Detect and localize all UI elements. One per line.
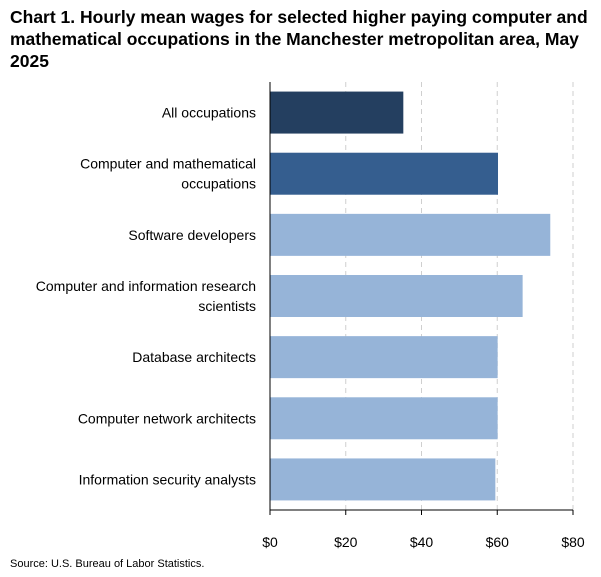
bar-1 bbox=[270, 152, 499, 195]
category-label-3-line-1: scientists bbox=[198, 298, 256, 314]
bar-3 bbox=[270, 275, 523, 317]
chart-title: Chart 1. Hourly mean wages for selected … bbox=[10, 7, 588, 71]
category-label-1-line-0: Computer and mathematical bbox=[80, 156, 256, 172]
category-label-6: Information security analysts bbox=[79, 471, 256, 487]
source-note: Source: U.S. Bureau of Labor Statistics. bbox=[10, 558, 205, 570]
x-tick-label-3: $60 bbox=[486, 534, 510, 550]
bars bbox=[270, 91, 551, 501]
x-tick-label-0: $0 bbox=[262, 534, 278, 550]
category-label-1-line-1: occupations bbox=[181, 176, 256, 192]
bar-0 bbox=[270, 91, 404, 134]
x-tick-labels: $0 $20 $40 $60 $80 bbox=[262, 534, 585, 550]
bar-5 bbox=[270, 397, 498, 440]
bar-4 bbox=[270, 336, 498, 379]
category-label-4: Database architects bbox=[132, 349, 256, 365]
category-label-4-line-0: Database architects bbox=[132, 349, 256, 365]
category-label-5-line-0: Computer network architects bbox=[78, 410, 256, 426]
category-label-3-line-0: Computer and information research bbox=[36, 278, 256, 294]
category-label-5: Computer network architects bbox=[78, 410, 256, 426]
category-label-0-line-0: All occupations bbox=[162, 105, 256, 121]
x-tick-label-2: $40 bbox=[410, 534, 434, 550]
axes bbox=[269, 82, 574, 515]
category-label-2: Software developers bbox=[128, 227, 256, 243]
category-label-6-line-0: Information security analysts bbox=[79, 471, 256, 487]
bar-6 bbox=[270, 458, 496, 501]
bar-2 bbox=[270, 213, 551, 256]
category-label-3: Computer and information research scienti… bbox=[36, 278, 256, 314]
category-labels: All occupations Computer and mathematical… bbox=[36, 105, 256, 488]
category-label-0: All occupations bbox=[162, 105, 256, 121]
category-label-1: Computer and mathematical occupations bbox=[80, 156, 256, 192]
x-tick-label-1: $20 bbox=[334, 534, 358, 550]
x-tick-label-4: $80 bbox=[561, 534, 585, 550]
category-label-2-line-0: Software developers bbox=[128, 227, 256, 243]
